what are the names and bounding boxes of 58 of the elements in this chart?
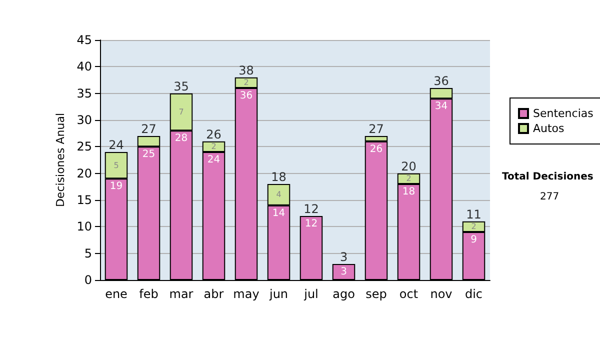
y-tick-label: 35 <box>76 86 92 100</box>
data-label: 14 <box>272 208 286 219</box>
data-label: 34 <box>434 101 448 112</box>
total-label: 36 <box>434 74 449 88</box>
total-label: 12 <box>304 202 319 216</box>
total-label: 26 <box>206 127 222 142</box>
data-label: 3 <box>340 266 347 278</box>
data-label: 18 <box>402 186 416 198</box>
data-label: 4 <box>276 190 282 200</box>
data-label: 24 <box>207 154 220 166</box>
total-label: 27 <box>368 122 384 136</box>
data-label: 2 <box>406 174 412 184</box>
x-tick-label: sep <box>366 287 387 301</box>
data-label: 5 <box>114 160 119 170</box>
x-tick-label: dic <box>464 287 483 301</box>
y-tick-label: 30 <box>76 113 92 127</box>
x-tick-label: mar <box>169 287 194 301</box>
legend-label: Autos <box>533 122 565 135</box>
data-label: 36 <box>240 90 253 102</box>
data-label: 26 <box>370 144 383 155</box>
x-tick-label: feb <box>139 287 158 301</box>
data-label: 19 <box>110 181 123 192</box>
x-tick-label: ago <box>332 287 355 301</box>
text: Total Decisiones <box>502 172 594 182</box>
total-label: 35 <box>174 79 189 94</box>
y-tick-label: 5 <box>84 246 92 260</box>
x-tick-label: oct <box>399 287 418 301</box>
total-label: 18 <box>271 170 286 184</box>
y-tick-label: 0 <box>84 273 92 287</box>
data-label: 28 <box>174 133 188 144</box>
y-axis-title: Decisiones Anual <box>54 112 67 208</box>
x-tick-label: may <box>233 287 260 301</box>
y-tick-label: 45 <box>76 33 92 47</box>
data-label: 2 <box>211 142 216 152</box>
data-label: 25 <box>142 149 156 160</box>
data-label: 9 <box>470 234 477 246</box>
total-label: 24 <box>108 138 124 152</box>
y-tick-label: 10 <box>76 220 92 234</box>
total-label: 11 <box>466 207 482 222</box>
total-label: 3 <box>340 250 348 264</box>
x-tick-label: nov <box>430 287 452 301</box>
total-label: 20 <box>401 159 416 174</box>
text: 277 <box>540 192 560 202</box>
y-tick-label: 40 <box>76 60 92 74</box>
total-label: 38 <box>238 63 254 78</box>
x-tick-label: jun <box>268 287 288 301</box>
x-tick-label: ene <box>105 287 128 301</box>
x-tick-label: jul <box>303 287 318 301</box>
y-tick-label: 20 <box>76 166 92 180</box>
total-label: 27 <box>141 122 156 136</box>
legend-label: Sentencias <box>533 107 594 120</box>
data-label: 2 <box>471 222 476 232</box>
y-tick-label: 15 <box>76 193 92 207</box>
data-label: 2 <box>244 78 249 88</box>
y-tick-label: 25 <box>76 140 92 154</box>
data-label: 7 <box>178 108 184 116</box>
data-label: 12 <box>304 218 318 230</box>
x-tick-label: abr <box>204 287 224 301</box>
